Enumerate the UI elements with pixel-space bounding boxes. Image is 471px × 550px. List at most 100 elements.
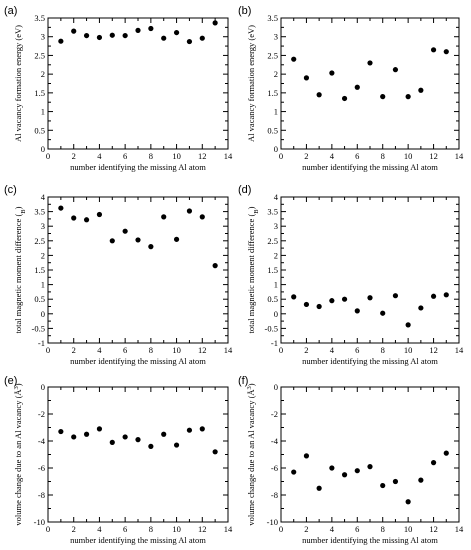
x-tick-label: 0 bbox=[46, 345, 50, 355]
data-point bbox=[83, 217, 90, 223]
x-tick-label: 6 bbox=[355, 524, 359, 534]
x-tick-label: 8 bbox=[381, 524, 385, 534]
data-point bbox=[443, 450, 449, 456]
data-point bbox=[71, 28, 77, 34]
x-tick-label: 0 bbox=[279, 524, 283, 534]
data-point bbox=[430, 460, 437, 466]
panel-letter: (e) bbox=[4, 375, 17, 387]
panel-letter: (d) bbox=[238, 184, 251, 196]
data-point bbox=[199, 35, 205, 41]
y-tick-label: 1.5 bbox=[34, 265, 45, 275]
data-point bbox=[96, 34, 103, 41]
x-axis-label: number identifying the missing Al atom bbox=[70, 162, 206, 172]
data-point bbox=[354, 468, 360, 474]
y-axis-label: total magnetic moment difference (B) bbox=[13, 206, 27, 333]
x-tick-label: 12 bbox=[198, 524, 207, 534]
y-tick-label: -2 bbox=[38, 409, 45, 419]
data-point bbox=[212, 20, 218, 26]
panel-b: 0 2 4 6 8 10 12 14 0 0.5 1 1.5 2 2.5 3 3.5 number identi… bbox=[238, 5, 464, 172]
x-tick-label: 4 bbox=[97, 151, 102, 161]
data-point bbox=[135, 237, 141, 243]
data-point bbox=[291, 469, 297, 475]
data-point bbox=[109, 32, 115, 38]
y-tick-label: 0.5 bbox=[34, 125, 45, 135]
y-axis-label: volume change due to an Al vacancy (Å3) bbox=[13, 383, 24, 525]
data-point bbox=[430, 293, 437, 299]
y-tick-label: -4 bbox=[38, 436, 46, 446]
data-point bbox=[303, 75, 310, 81]
data-point bbox=[83, 431, 90, 437]
x-tick-label: 14 bbox=[224, 151, 233, 161]
x-tick-label: 4 bbox=[330, 524, 335, 534]
data-point bbox=[83, 32, 90, 39]
y-tick-label: -10 bbox=[34, 517, 45, 527]
y-tick-label: 1.5 bbox=[267, 88, 278, 98]
y-tick-label: -1 bbox=[38, 338, 45, 348]
data-point bbox=[212, 449, 218, 455]
x-axis-label: number identifying the missing Al atom bbox=[302, 356, 438, 366]
data-point bbox=[316, 303, 322, 310]
data-point bbox=[303, 453, 310, 459]
x-axis-label: number identifying the missing Al atom bbox=[70, 356, 206, 366]
data-point bbox=[367, 60, 373, 66]
data-point bbox=[303, 301, 310, 308]
data-point bbox=[392, 293, 399, 299]
data-point bbox=[316, 92, 322, 98]
x-tick-label: 2 bbox=[72, 151, 76, 161]
x-tick-label: 0 bbox=[46, 151, 50, 161]
data-point bbox=[341, 95, 348, 102]
data-point bbox=[161, 214, 167, 220]
data-point bbox=[173, 29, 180, 36]
x-tick-label: 14 bbox=[224, 345, 233, 355]
panel-a: 0 2 4 6 8 10 12 14 0 0.5 1 1.5 2 2.5 3 3.5 number identi… bbox=[4, 5, 233, 172]
x-tick-label: 14 bbox=[455, 345, 464, 355]
data-point bbox=[58, 38, 64, 44]
x-tick-label: 0 bbox=[279, 345, 283, 355]
x-tick-label: 10 bbox=[172, 524, 181, 534]
data-point bbox=[173, 442, 180, 448]
x-tick-label: 12 bbox=[198, 151, 207, 161]
y-tick-label: 4 bbox=[274, 192, 279, 202]
y-tick-label: 1.5 bbox=[267, 265, 278, 275]
y-tick-label: -10 bbox=[267, 517, 278, 527]
data-point bbox=[443, 292, 449, 298]
x-tick-label: 0 bbox=[46, 524, 50, 534]
data-point bbox=[291, 294, 297, 300]
x-tick-label: 8 bbox=[381, 345, 385, 355]
plot-frame bbox=[47, 386, 229, 523]
x-tick-label: 4 bbox=[97, 345, 102, 355]
data-point bbox=[341, 472, 348, 478]
data-point bbox=[199, 214, 205, 220]
data-point bbox=[186, 208, 193, 214]
x-tick-label: 8 bbox=[149, 524, 153, 534]
y-tick-label: 2 bbox=[41, 69, 45, 79]
y-tick-label: 0 bbox=[274, 144, 278, 154]
y-tick-label: -4 bbox=[271, 436, 279, 446]
y-tick-label: 2 bbox=[274, 250, 278, 260]
data-point bbox=[329, 298, 335, 304]
x-tick-label: 14 bbox=[455, 151, 464, 161]
x-tick-label: 14 bbox=[455, 524, 464, 534]
panel-letter: (b) bbox=[238, 5, 251, 17]
y-tick-label: 3 bbox=[41, 32, 45, 42]
y-axis-label: volume change due to an Al vacancy (Å3) bbox=[246, 383, 257, 525]
y-tick-label: 3 bbox=[274, 32, 278, 42]
y-tick-label: 0.5 bbox=[34, 294, 45, 304]
y-tick-label: 4 bbox=[41, 192, 46, 202]
data-point bbox=[392, 67, 399, 73]
y-tick-label: -0.5 bbox=[265, 323, 278, 333]
y-tick-label: 3.5 bbox=[267, 13, 278, 23]
x-tick-label: 6 bbox=[123, 151, 127, 161]
data-point bbox=[405, 499, 411, 505]
y-tick-label: 2 bbox=[274, 69, 278, 79]
panel-e: 0 2 4 6 8 10 12 14 -10 -8 -6 -4 -2 0 number identifyin… bbox=[4, 375, 233, 545]
y-tick-label: 2.5 bbox=[34, 50, 45, 60]
x-tick-label: 12 bbox=[429, 524, 438, 534]
data-point bbox=[380, 482, 386, 489]
data-point bbox=[380, 310, 386, 316]
y-tick-label: 0.5 bbox=[267, 294, 278, 304]
data-point bbox=[418, 87, 424, 93]
data-point bbox=[354, 308, 360, 314]
y-tick-label: 0 bbox=[274, 382, 278, 392]
x-tick-label: 12 bbox=[429, 345, 438, 355]
